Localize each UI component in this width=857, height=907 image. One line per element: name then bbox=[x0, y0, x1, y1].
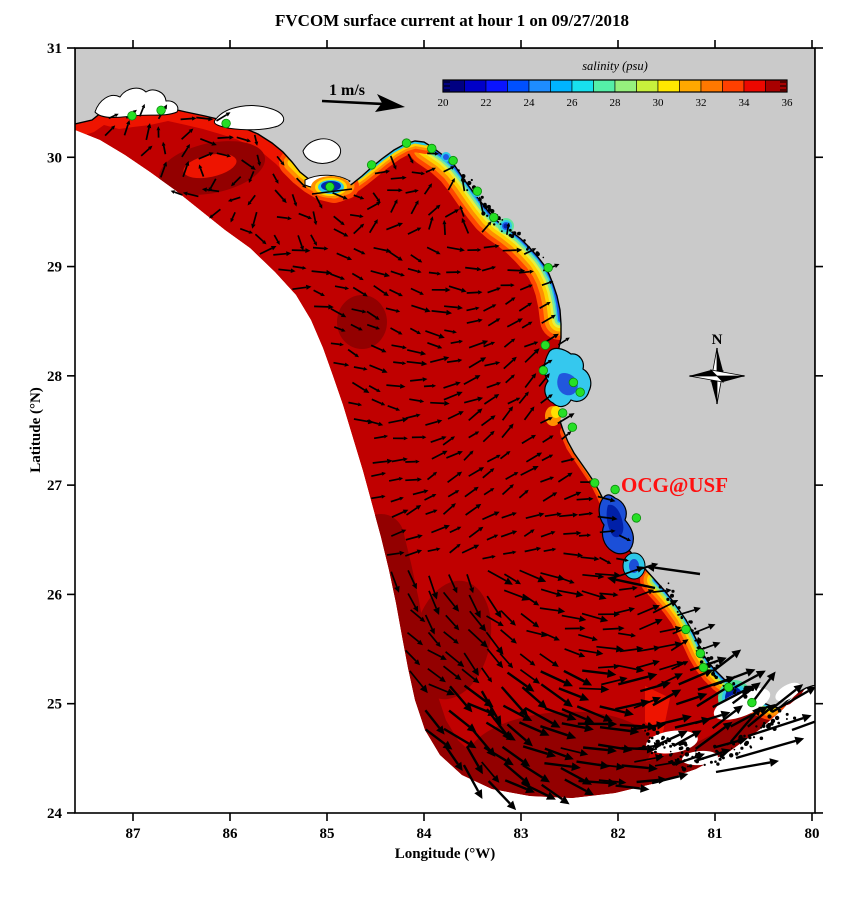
x-tick-label: 86 bbox=[223, 826, 239, 842]
colorbar-tick-label: 28 bbox=[610, 97, 622, 109]
scale-arrow-label: 1 m/s bbox=[329, 82, 365, 99]
station-dot bbox=[558, 408, 568, 418]
colorbar-tick-label: 24 bbox=[524, 97, 536, 109]
station-dot bbox=[747, 697, 757, 708]
plot-border bbox=[74, 47, 816, 814]
x-tick-label: 83 bbox=[514, 826, 529, 842]
station-dot bbox=[681, 624, 691, 635]
station-dot bbox=[540, 340, 551, 350]
y-axis-label: Latitude (°N) bbox=[28, 387, 44, 473]
colorbar-tick-label: 30 bbox=[653, 97, 665, 109]
station-dot bbox=[698, 662, 709, 673]
station-dot bbox=[590, 478, 600, 488]
station-dot bbox=[543, 263, 553, 273]
x-tick-label: 87 bbox=[126, 826, 142, 842]
colorbar-tick-label: 20 bbox=[438, 97, 450, 109]
station-dot bbox=[221, 118, 231, 129]
station-dot bbox=[401, 138, 412, 148]
station-dot bbox=[156, 105, 166, 116]
colorbar: 20 22 24 26 28 30 32 34 36 bbox=[438, 79, 794, 109]
scale-arrow-head-icon bbox=[375, 94, 405, 112]
axis-ticks: 87 86 85 84 83 82 81 80 31 30 29 28 27 26 25 24 bbox=[47, 40, 823, 842]
x-tick-label: 81 bbox=[708, 826, 723, 842]
station-dot bbox=[489, 212, 499, 223]
current-vector-arrows bbox=[104, 103, 815, 811]
y-tick-label: 29 bbox=[47, 260, 62, 276]
colorbar-tick-label: 22 bbox=[481, 97, 492, 109]
station-dot bbox=[472, 186, 483, 196]
compass-north-label: N bbox=[712, 332, 723, 348]
y-tick-label: 25 bbox=[47, 697, 62, 713]
station-dot bbox=[366, 160, 377, 170]
colorbar-tick-label: 26 bbox=[567, 97, 579, 109]
station-dot bbox=[325, 182, 335, 192]
station-dot bbox=[568, 377, 579, 388]
colorbar-tick-label: 34 bbox=[739, 97, 751, 109]
scale-arrow-shaft bbox=[321, 99, 385, 106]
station-dot bbox=[695, 648, 706, 659]
station-dot bbox=[610, 484, 620, 495]
station-dot bbox=[631, 513, 642, 523]
station-dot bbox=[567, 422, 578, 432]
station-dot bbox=[575, 387, 585, 397]
y-tick-label: 30 bbox=[47, 150, 62, 166]
chart-title: FVCOM surface current at hour 1 on 09/27… bbox=[275, 11, 629, 30]
colorbar-title: salinity (psu) bbox=[582, 59, 648, 73]
y-tick-label: 27 bbox=[47, 478, 63, 494]
x-tick-label: 84 bbox=[417, 826, 433, 842]
x-axis-label: Longitude (°W) bbox=[395, 846, 496, 862]
y-tick-label: 28 bbox=[47, 369, 62, 385]
x-tick-label: 85 bbox=[320, 826, 335, 842]
velocity-scale-arrow: 1 m/s bbox=[321, 82, 405, 112]
compass-rose-icon bbox=[688, 347, 746, 405]
x-tick-label: 80 bbox=[805, 826, 820, 842]
station-dot bbox=[448, 155, 458, 166]
colorbar-tick-label: 32 bbox=[696, 97, 707, 109]
station-dot bbox=[127, 111, 137, 121]
station-dot bbox=[427, 143, 437, 154]
y-tick-label: 24 bbox=[47, 806, 63, 822]
station-markers bbox=[127, 105, 757, 708]
station-dot bbox=[723, 682, 734, 693]
x-tick-label: 82 bbox=[611, 826, 626, 842]
y-tick-label: 26 bbox=[47, 587, 63, 603]
colorbar-tick-label: 36 bbox=[782, 97, 794, 109]
ocg-usf-annotation: OCG@USF bbox=[621, 473, 728, 497]
y-tick-label: 31 bbox=[47, 41, 62, 57]
station-dot bbox=[538, 365, 549, 376]
